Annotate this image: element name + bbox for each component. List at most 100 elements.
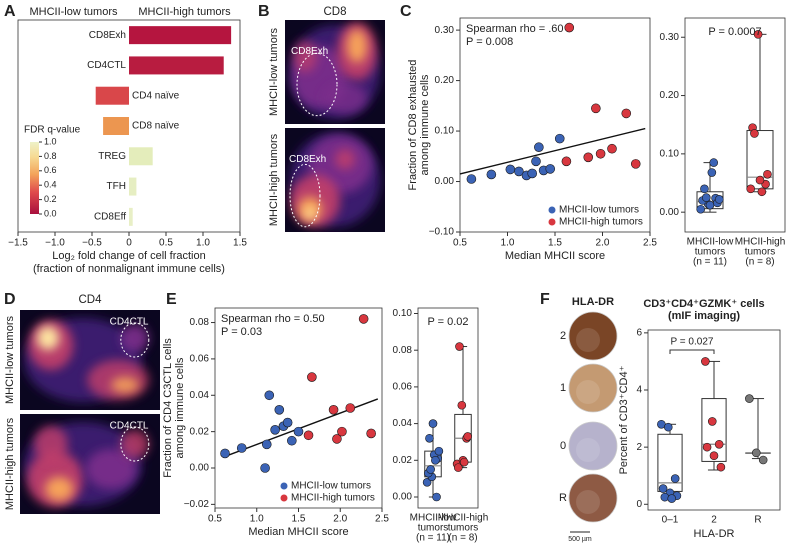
point [422,478,432,487]
x-tick-label: 1.5 [233,238,247,249]
density-blob [120,324,149,352]
x-tick-label: 2.5 [643,238,657,249]
annotation: P = 0.03 [221,326,262,338]
tissue-texture [576,490,600,514]
point [700,184,709,194]
header: MHCII-low tumors [29,6,118,18]
point [282,417,293,428]
region-outline [120,322,150,358]
bar [129,56,224,75]
bar [129,147,153,166]
x-tick-label: −1.0 [45,238,65,249]
y-tick-label: 0.30 [660,32,680,43]
image-title: HLA-DR [572,296,614,308]
point [705,200,715,210]
x-tick-label: 0–1 [662,515,679,526]
density-blob [36,326,60,350]
point [307,372,317,382]
point [345,403,356,413]
x-tick-label: MHCII-high [438,513,489,524]
y-axis-label: Fraction of CD4 C3CTL cells [162,338,174,478]
point [486,169,497,180]
point [366,428,376,439]
density-map [285,128,385,232]
point [358,314,369,324]
point [434,446,444,456]
point [236,443,247,453]
y-tick-label: 0.02 [393,455,413,466]
bar [129,177,137,196]
density-blob [85,449,137,489]
x-tick-label: 2.0 [333,514,347,525]
y-tick-label: −0.10 [429,227,455,238]
panel-letter: E [166,291,177,308]
point [630,159,641,169]
point [531,156,541,167]
x-tick-label: (n = 8) [448,533,477,544]
density-map [20,310,160,410]
point [621,108,632,119]
point [270,425,280,435]
tissue-core [568,311,618,361]
category-label: CD8 naïve [132,121,180,132]
y-axis-label: among immune cells [419,74,431,175]
point [545,164,556,174]
x-tick-label: 2 [711,515,717,526]
y-tick-label: 0.04 [393,418,413,429]
y-tick-label: 0.04 [190,390,210,401]
trend-line [459,127,646,175]
y-tick-label: 0.08 [190,317,210,328]
x-tick-label: (n = 11) [416,533,450,544]
bar [103,117,129,135]
plot-frame [684,17,786,233]
point [758,455,768,465]
point [670,474,680,483]
y-tick-label: 0.06 [190,354,210,365]
x-tick-label: 2.5 [375,514,389,525]
point [564,22,575,33]
category-label: CD4 naïve [132,90,180,101]
x-tick-label: 0.5 [208,514,222,525]
point [702,442,712,452]
y-tick-label: 2 [636,442,642,453]
annotation: P = 0.0007 [708,26,761,38]
legend-label: MHCII-high tumors [559,217,643,228]
x-tick-label: MHCII-low [687,237,734,248]
point [505,164,516,175]
x-tick-label: MHCII-high [735,237,786,248]
y-axis-label: Percent of CD3⁺CD4⁺ [618,365,630,474]
x-tick-label: 2.0 [596,238,610,249]
region-label: CD4CTL [110,317,149,328]
x-tick-label: (n = 11) [693,257,727,268]
chart-title: CD3⁺CD4⁺GZMK⁺ cells [643,298,764,310]
density-blob [45,477,74,501]
row-label: R [559,492,567,504]
x-tick-label: 0.5 [159,238,173,249]
significance-bracket [669,349,715,354]
point [709,158,719,167]
point [463,432,473,441]
plot-frame [647,329,781,511]
region-label: CD4CTL [110,421,149,432]
panel-letter: F [540,291,550,308]
tissue-texture [576,438,600,462]
legend-marker [280,494,288,502]
point [753,30,763,39]
density-blob [323,82,367,114]
point [696,204,706,214]
region-outline [289,163,321,228]
category-label: CD8Exh [89,30,126,41]
annotation: Spearman rho = 0.50 [221,313,325,325]
point [583,152,594,163]
y-tick-label: 0.20 [435,75,455,86]
annotation: Spearman rho = .60 [466,23,564,35]
row-label: MHCII-high tumors [4,417,16,510]
density-blob [111,377,139,393]
tissue-core [568,421,618,471]
x-tick-label: −1.5 [8,238,28,249]
point [757,187,767,197]
point [745,394,754,403]
point [658,484,668,493]
